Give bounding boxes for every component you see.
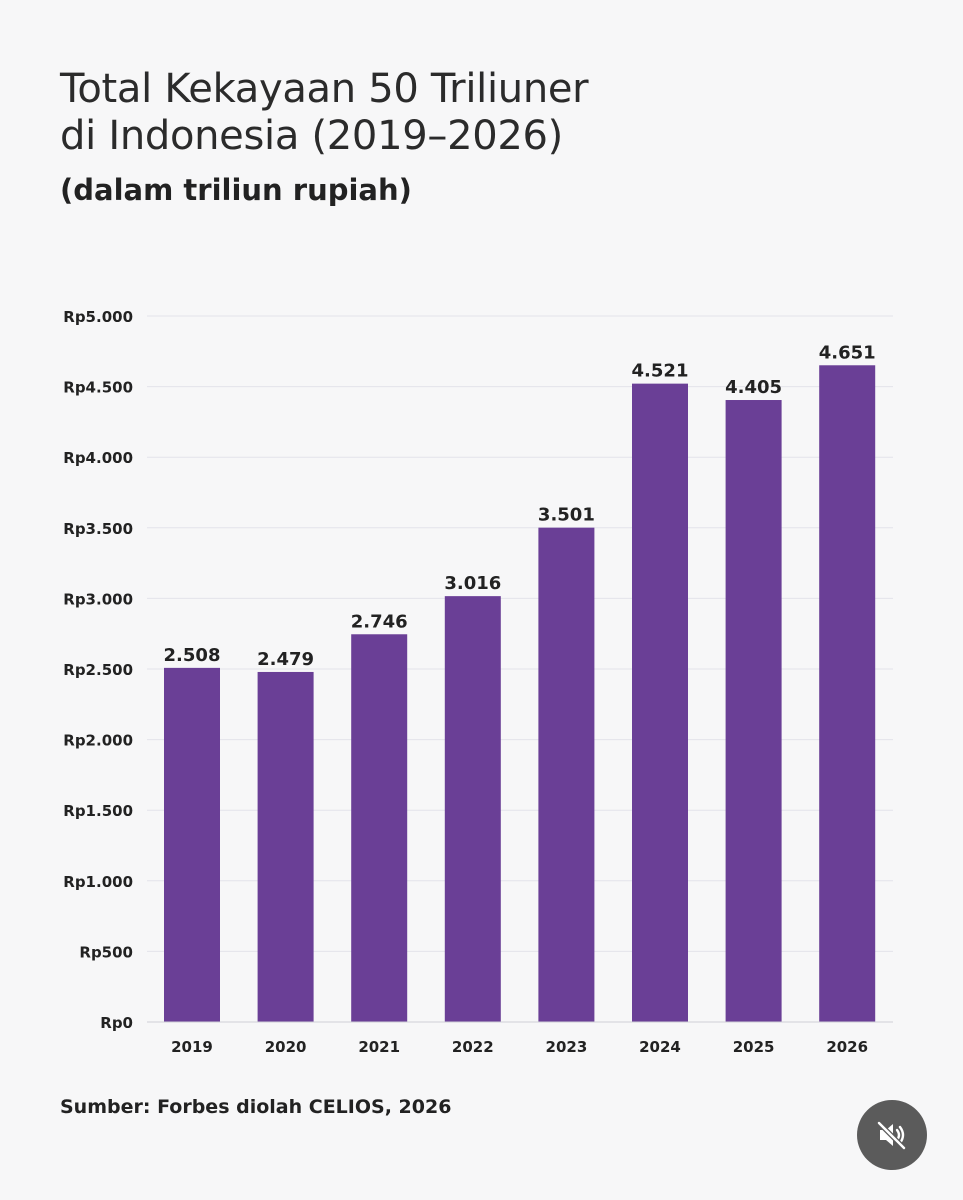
bar-value-label: 2.479 xyxy=(257,649,314,670)
bar-value-label: 4.521 xyxy=(632,361,689,382)
y-tick-label: Rp500 xyxy=(79,943,133,961)
y-tick-label: Rp2.500 xyxy=(63,661,133,679)
y-tick-label: Rp1.000 xyxy=(63,873,133,891)
bar xyxy=(351,634,408,1022)
x-tick-label: 2026 xyxy=(826,1038,868,1056)
x-tick-label: 2022 xyxy=(452,1038,494,1056)
y-tick-label: Rp4.000 xyxy=(63,449,133,467)
bar-value-label: 2.746 xyxy=(351,611,408,632)
y-tick-label: Rp3.500 xyxy=(63,520,133,538)
chart-title: Total Kekayaan 50 Triliuner di Indonesia… xyxy=(60,66,760,160)
bar xyxy=(819,365,876,1022)
x-axis-tick-labels: 2019 2020 2021 2022 2023 2024 2025 2026 xyxy=(171,1038,868,1056)
bar-value-label: 2.508 xyxy=(164,645,221,666)
bar-value-label: 3.016 xyxy=(444,573,501,594)
source-note: Sumber: Forbes diolah CELIOS, 2026 xyxy=(60,1096,452,1118)
bar-value-label: 3.501 xyxy=(538,505,595,526)
bar-value-labels: 2.508 2.479 2.746 3.016 3.501 4.521 4.405 4.651 xyxy=(164,342,876,670)
y-tick-label: Rp5.000 xyxy=(63,308,133,326)
x-tick-label: 2021 xyxy=(358,1038,400,1056)
y-axis-tick-labels: Rp0 Rp500 Rp1.000 Rp1.500 Rp2.000 Rp2.500 Rp3.… xyxy=(63,308,133,1032)
chart-subtitle: (dalam triliun rupiah) xyxy=(60,173,412,207)
mute-button[interactable] xyxy=(857,1100,927,1170)
x-tick-label: 2020 xyxy=(265,1038,307,1056)
bar xyxy=(444,596,501,1022)
x-tick-label: 2019 xyxy=(171,1038,213,1056)
bar xyxy=(725,400,782,1022)
bar-value-label: 4.651 xyxy=(819,342,876,363)
speaker-muted-icon xyxy=(876,1120,907,1151)
x-tick-label: 2024 xyxy=(639,1038,681,1056)
bar xyxy=(632,383,688,1023)
bar-value-label: 4.405 xyxy=(725,377,782,398)
chart-title-line-2: di Indonesia (2019–2026) xyxy=(60,113,563,159)
bar xyxy=(164,667,220,1022)
bars xyxy=(164,365,876,1023)
bar-chart: Rp0 Rp500 Rp1.000 Rp1.500 Rp2.000 Rp2.500 Rp3.… xyxy=(63,308,893,1056)
y-tick-label: Rp1.500 xyxy=(63,802,133,820)
y-tick-label: Rp2.000 xyxy=(63,732,133,750)
y-tick-label: Rp0 xyxy=(100,1014,133,1032)
bar xyxy=(257,671,314,1022)
x-tick-label: 2025 xyxy=(733,1038,775,1056)
y-tick-label: Rp4.500 xyxy=(63,379,133,397)
chart-title-line-1: Total Kekayaan 50 Triliuner xyxy=(60,66,589,112)
y-tick-label: Rp3.000 xyxy=(63,590,133,608)
x-tick-label: 2023 xyxy=(546,1038,588,1056)
bar xyxy=(538,527,595,1022)
